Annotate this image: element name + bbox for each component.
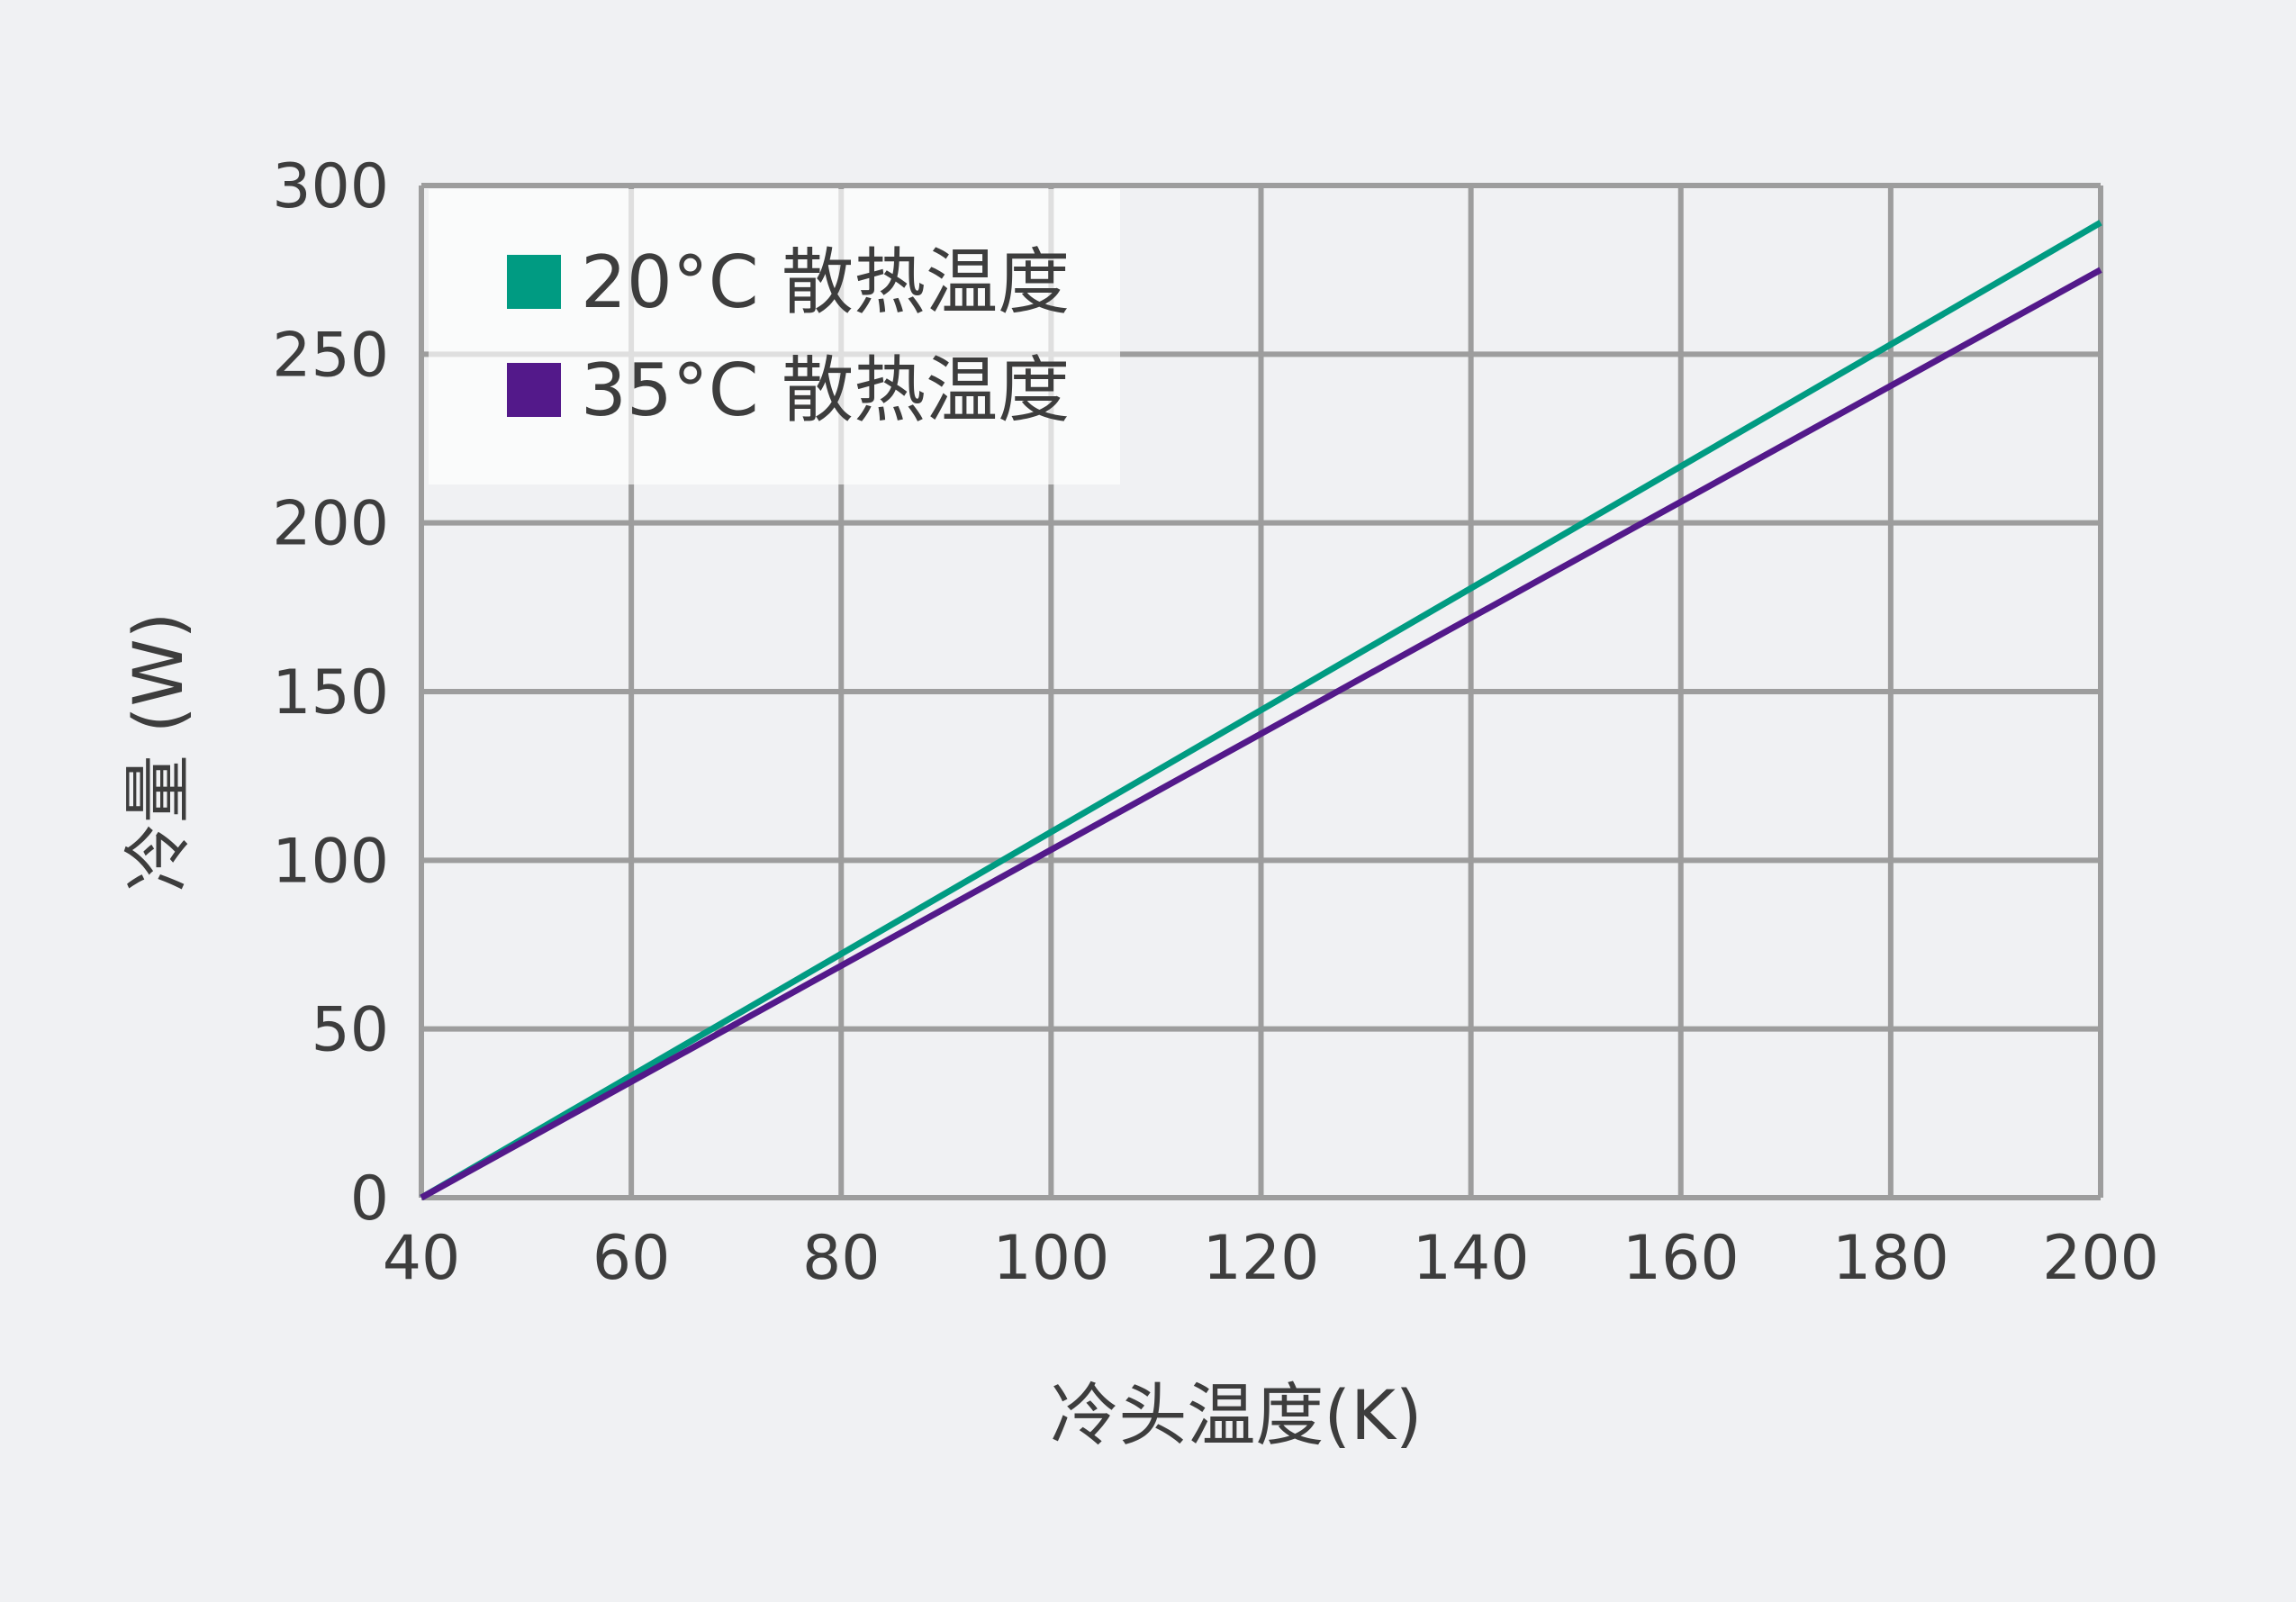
x-tick-label: 140 xyxy=(1413,1223,1530,1294)
y-tick-label: 50 xyxy=(311,995,389,1066)
x-tick-label: 160 xyxy=(1623,1223,1740,1294)
legend: 20°C 散热温度 35°C 散热温度 xyxy=(507,240,1070,432)
legend-swatch-1 xyxy=(507,255,561,309)
series-layer xyxy=(420,220,2102,1201)
legend-box xyxy=(429,189,1120,484)
x-tick-label: 60 xyxy=(592,1223,671,1294)
x-tick-label: 80 xyxy=(802,1223,881,1294)
y-axis-ticks: 0 50 100 150 200 250 300 xyxy=(272,151,389,1235)
x-tick-label: 180 xyxy=(1832,1223,1949,1294)
x-axis-title: 冷头温度(K) xyxy=(1050,1375,1422,1455)
y-tick-label: 300 xyxy=(272,151,389,222)
legend-label-2: 35°C 散热温度 xyxy=(581,348,1070,432)
y-tick-label: 200 xyxy=(272,489,389,560)
x-tick-label: 100 xyxy=(992,1223,1109,1294)
legend-swatch-2 xyxy=(507,363,561,417)
x-tick-label: 200 xyxy=(2042,1223,2159,1294)
x-tick-label: 120 xyxy=(1203,1223,1320,1294)
series-line-1 xyxy=(420,220,2102,1201)
grid xyxy=(419,183,2103,1200)
legend-background xyxy=(429,189,1120,484)
x-axis-ticks: 40 60 80 100 120 140 160 180 200 xyxy=(383,1223,2159,1294)
series-line-2 xyxy=(420,267,2102,1201)
legend-label-1: 20°C 散热温度 xyxy=(581,240,1070,324)
y-tick-label: 0 xyxy=(350,1163,389,1235)
y-tick-label: 250 xyxy=(272,320,389,391)
y-axis-title: 冷量 (W) xyxy=(118,612,198,892)
y-tick-label: 100 xyxy=(272,826,389,897)
y-tick-label: 150 xyxy=(272,657,389,729)
x-tick-label: 40 xyxy=(383,1223,461,1294)
